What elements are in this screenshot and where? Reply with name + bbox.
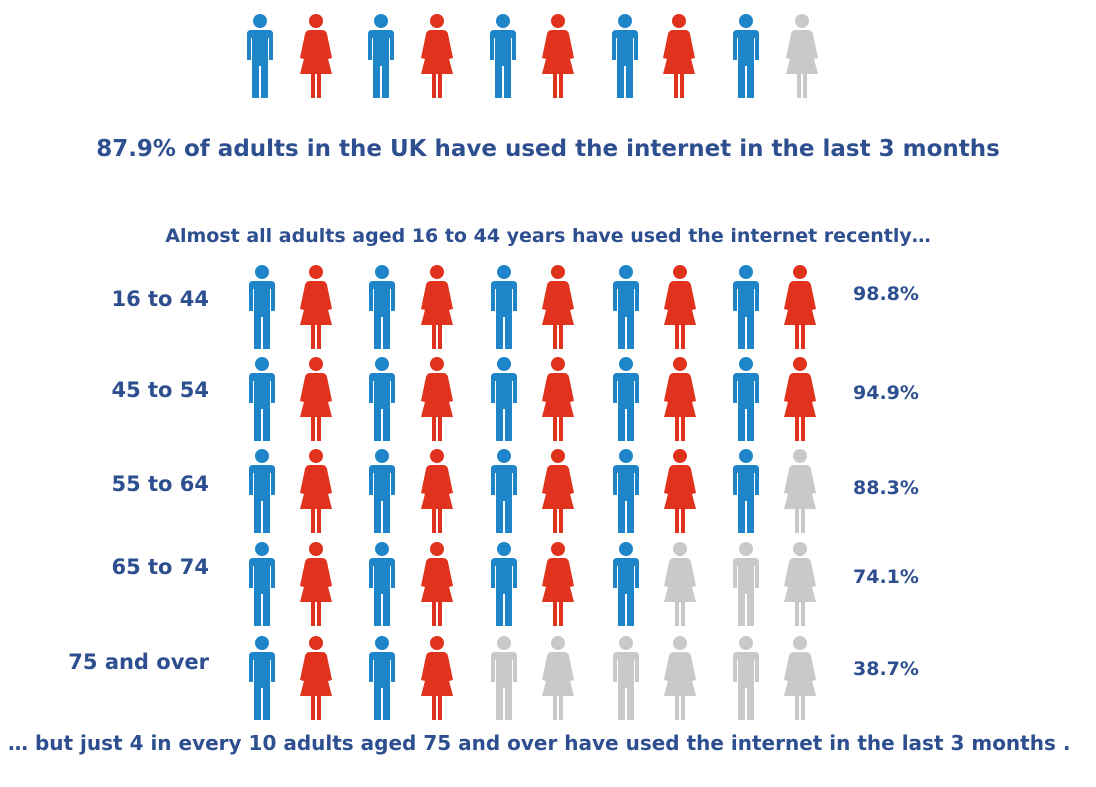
row-65-to-74-female-person-icon — [784, 542, 816, 626]
row-75-and-over-male-person-icon — [613, 636, 639, 720]
row-55-to-64-male-person-icon — [369, 449, 395, 533]
row-45-to-54-female-person-icon — [300, 357, 332, 441]
row-75-and-over-female-person-icon — [784, 636, 816, 720]
row-value-55-64: 88.3% — [853, 477, 919, 499]
overall-female-person-icon — [786, 14, 818, 98]
row-65-to-74-female-person-icon — [664, 542, 696, 626]
row-55-to-64-male-person-icon — [249, 449, 275, 533]
row-75-and-over-male-person-icon — [733, 636, 759, 720]
row-75-and-over-male-person-icon — [369, 636, 395, 720]
row-value-45-54: 94.9% — [853, 382, 919, 404]
row-55-to-64-female-person-icon — [664, 449, 696, 533]
row-45-to-54-female-person-icon — [421, 357, 453, 441]
row-75-and-over-female-person-icon — [542, 636, 574, 720]
overall-male-person-icon — [612, 14, 638, 98]
row-55-to-64-male-person-icon — [491, 449, 517, 533]
row-label-45-54: 45 to 54 — [111, 378, 209, 402]
row-65-to-74-female-person-icon — [542, 542, 574, 626]
row-16-to-44-female-person-icon — [300, 265, 332, 349]
overall-male-person-icon — [247, 14, 273, 98]
row-75-and-over-male-person-icon — [491, 636, 517, 720]
row-value-75-over: 38.7% — [853, 658, 919, 680]
row-75-and-over-female-person-icon — [421, 636, 453, 720]
row-45-to-54-male-person-icon — [613, 357, 639, 441]
row-16-to-44-male-person-icon — [491, 265, 517, 349]
row-45-to-54-female-person-icon — [784, 357, 816, 441]
overall-male-person-icon — [490, 14, 516, 98]
overall-female-person-icon — [542, 14, 574, 98]
row-65-to-74-male-person-icon — [249, 542, 275, 626]
row-16-to-44-male-person-icon — [369, 265, 395, 349]
row-16-to-44-female-person-icon — [784, 265, 816, 349]
row-55-to-64-female-person-icon — [421, 449, 453, 533]
row-value-16-44: 98.8% — [853, 283, 919, 305]
row-label-55-64: 55 to 64 — [111, 472, 209, 496]
row-45-to-54-male-person-icon — [369, 357, 395, 441]
overall-female-person-icon — [300, 14, 332, 98]
row-55-to-64-male-person-icon — [613, 449, 639, 533]
row-45-to-54-female-person-icon — [542, 357, 574, 441]
row-75-and-over-male-person-icon — [249, 636, 275, 720]
overall-male-person-icon — [368, 14, 394, 98]
row-16-to-44-female-person-icon — [421, 265, 453, 349]
row-45-to-54-female-person-icon — [664, 357, 696, 441]
row-label-75-over: 75 and over — [68, 650, 209, 674]
overall-female-person-icon — [663, 14, 695, 98]
overall-male-person-icon — [733, 14, 759, 98]
row-16-to-44-female-person-icon — [664, 265, 696, 349]
row-16-to-44-male-person-icon — [613, 265, 639, 349]
row-65-to-74-male-person-icon — [613, 542, 639, 626]
row-16-to-44-female-person-icon — [542, 265, 574, 349]
overall-female-person-icon — [421, 14, 453, 98]
row-65-to-74-male-person-icon — [369, 542, 395, 626]
row-55-to-64-male-person-icon — [733, 449, 759, 533]
row-16-to-44-male-person-icon — [733, 265, 759, 349]
row-45-to-54-male-person-icon — [733, 357, 759, 441]
row-65-to-74-male-person-icon — [491, 542, 517, 626]
row-45-to-54-male-person-icon — [249, 357, 275, 441]
row-65-to-74-female-person-icon — [300, 542, 332, 626]
row-label-16-44: 16 to 44 — [111, 287, 209, 311]
row-value-65-74: 74.1% — [853, 566, 919, 588]
row-16-to-44-male-person-icon — [249, 265, 275, 349]
row-label-65-74: 65 to 74 — [111, 555, 209, 579]
headline: 87.9% of adults in the UK have used the … — [96, 136, 1000, 162]
row-55-to-64-female-person-icon — [300, 449, 332, 533]
row-65-to-74-male-person-icon — [733, 542, 759, 626]
row-65-to-74-female-person-icon — [421, 542, 453, 626]
footnote: … but just 4 in every 10 adults aged 75 … — [8, 731, 1071, 755]
row-45-to-54-male-person-icon — [491, 357, 517, 441]
row-55-to-64-female-person-icon — [784, 449, 816, 533]
subheading: Almost all adults aged 16 to 44 years ha… — [165, 225, 931, 247]
row-55-to-64-female-person-icon — [542, 449, 574, 533]
row-75-and-over-female-person-icon — [300, 636, 332, 720]
row-75-and-over-female-person-icon — [664, 636, 696, 720]
